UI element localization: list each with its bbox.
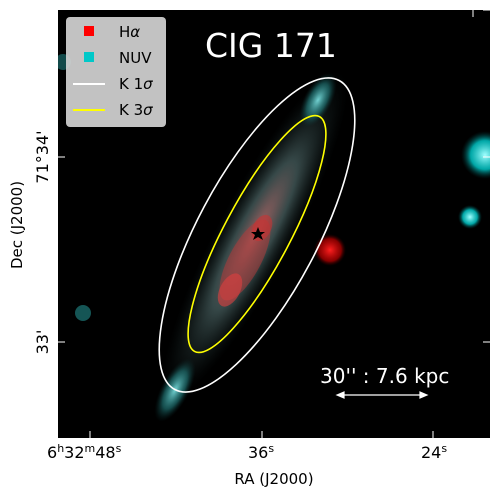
y-tick-label-2: 33' (33, 330, 52, 355)
legend-marker-nuv (84, 52, 94, 62)
center-star-marker (251, 227, 265, 240)
image-title: CIG 171 (205, 26, 337, 65)
y-tick-label-1: 71°34' (33, 130, 52, 183)
nuv-source-bright (461, 131, 490, 179)
galaxy-halpha-knot-1 (217, 273, 243, 307)
x-tick-label-2: 36s (248, 442, 274, 462)
nuv-source-small (458, 205, 482, 229)
k-1sigma-ellipse (158, 77, 356, 393)
scale-bar-label: 30'' : 7.6 kpc (320, 364, 449, 388)
scale-bar (335, 391, 429, 399)
legend: Hα NUV K 1σ K 3σ (66, 17, 166, 127)
x-tick-label-3: 24s (421, 442, 447, 462)
halpha-source (314, 234, 346, 266)
legend-marker-halpha (84, 26, 94, 36)
legend-label-k3sigma: K 3σ (119, 101, 153, 119)
legend-label-halpha: Hα (119, 23, 140, 41)
k-3sigma-ellipse (187, 114, 327, 354)
nuv-source-left (75, 305, 91, 321)
legend-label-k1sigma: K 1σ (119, 75, 153, 93)
y-axis-label: Dec (J2000) (8, 181, 26, 269)
legend-label-nuv: NUV (119, 49, 152, 67)
legend-box (66, 17, 166, 127)
x-axis-label: RA (J2000) (234, 470, 313, 488)
sky-image: 30'' : 7.6 kpc CIG 171 Hα NUV K 1σ K 3σ (58, 17, 490, 422)
tick-marks (58, 9, 490, 438)
galaxy-nuv-upper (299, 72, 337, 128)
x-tick-label-1: 6h32m48s (47, 442, 122, 462)
